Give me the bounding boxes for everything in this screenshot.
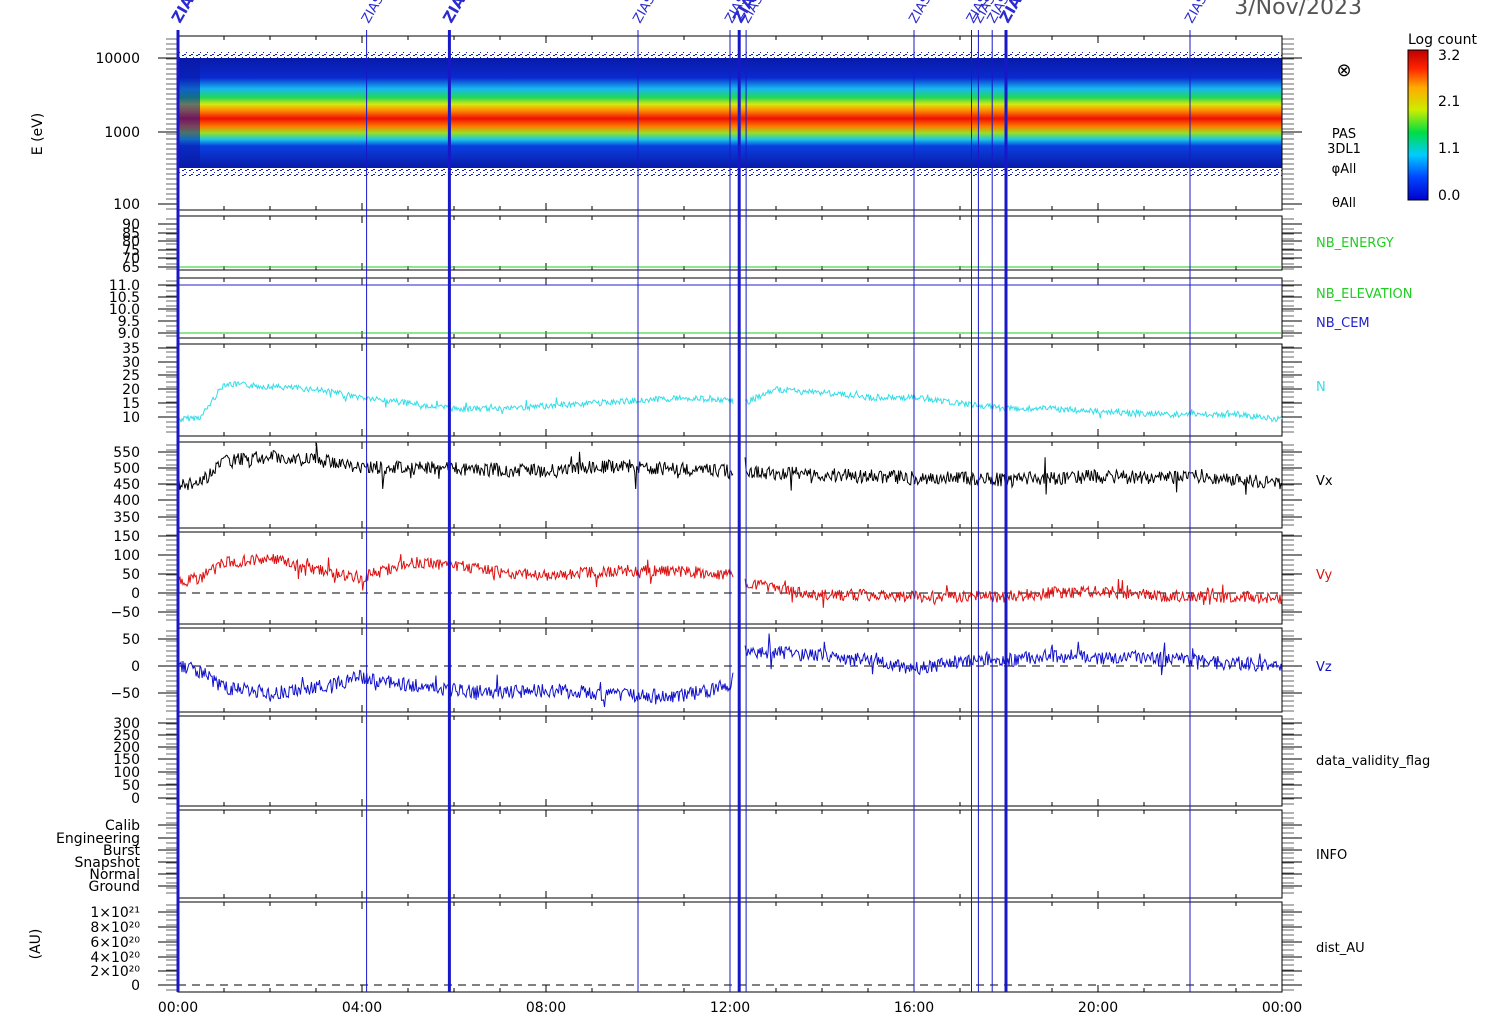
y-tick-label-spectrogram: 10000 [95,51,140,67]
colorbar-tick: 1.1 [1438,141,1460,157]
y-tick-label-vy: 100 [113,548,140,564]
y-tick-label-nb_energy: 80 [122,234,140,250]
direction-symbol: ⊗ [1336,60,1351,81]
plot-date: 3/Nov/2023 [1234,0,1362,20]
x-tick-label: 12:00 [710,1000,750,1016]
spectrogram-label-3dl1: 3DL1 [1327,142,1361,157]
nb-cem-label: NB_CEM [1316,316,1370,331]
y-tick-label-info: Engineering [56,831,140,847]
colorbar-tick: 3.2 [1438,48,1460,64]
y-tick-label-vy: −50 [110,605,140,621]
y-tick-label-flag: 250 [113,728,140,744]
y-tick-label-n: 25 [122,368,140,384]
y-tick-label-nb_elev: 10.5 [109,290,140,306]
y-tick-label-flag: 0 [131,791,140,807]
x-tick-label: 16:00 [894,1000,934,1016]
nb-elevation-label: NB_ELEVATION [1316,287,1413,302]
colorbar-tick: 2.1 [1438,94,1460,110]
y-tick-label-info: Snapshot [75,855,141,871]
y-tick-label-spectrogram: 100 [113,197,140,213]
spectrogram-label-theta: θAll [1332,196,1356,211]
y-tick-label-nb_energy: 90 [122,217,140,233]
data-validity-flag-label: data_validity_flag [1316,754,1430,769]
spectrogram-label-pas: PAS [1332,127,1356,142]
y-tick-label-n: 15 [122,396,140,412]
x-tick-label: 00:00 [1262,1000,1302,1016]
y-tick-label-nb_elev: 9.0 [118,326,140,342]
zias-marker-label: ZIAS [168,0,203,26]
y-tick-label-vx: 450 [113,477,140,493]
trace-vx [177,443,1283,495]
dist-ylabel: (AU) [28,929,44,960]
y-tick-label-n: 10 [122,410,140,426]
y-tick-label-flag: 100 [113,765,140,781]
x-axis: 00:00 04:00 08:00 12:00 16:00 20:00 00:0… [158,1000,1302,1016]
x-tick-label: 20:00 [1078,1000,1118,1016]
y-tick-label-flag: 150 [113,752,140,768]
x-tick-label: 00:00 [158,1000,198,1016]
y-tick-label-dist: 0 [131,978,140,994]
y-tick-label-n: 30 [122,355,140,371]
trace-vy [177,553,1283,608]
y-tick-label-nb_energy: 75 [122,243,140,259]
y-tick-label-flag: 200 [113,740,140,756]
y-tick-label-vx: 500 [113,461,140,477]
zias-marker-label: ZIAS [906,0,934,26]
n-label: N [1316,380,1326,395]
y-tick-label-dist: 2×10²⁰ [90,964,140,980]
y-tick-label-info: Calib [105,818,140,834]
y-tick-label-vx: 550 [113,445,140,461]
colorbar: Log count 3.2 2.1 1.1 0.0 [1407,32,1477,204]
y-tick-label-info: Normal [89,867,140,883]
y-tick-label-nb_elev: 10.0 [109,302,140,318]
trace-n [177,381,1283,424]
zias-marker-label: ZIAS [630,0,658,26]
y-tick-label-vz: 50 [122,632,140,648]
x-tick-label: 04:00 [342,1000,382,1016]
y-tick-label-vy: 0 [131,586,140,602]
nb-energy-label: NB_ENERGY [1316,236,1394,251]
y-tick-label-nb_energy: 85 [122,226,140,242]
y-tick-label-n: 20 [122,382,140,398]
x-tick-label: 08:00 [526,1000,566,1016]
dist-au-label: dist_AU [1316,941,1365,956]
y-tick-label-vx: 350 [113,510,140,526]
y-tick-label-n: 35 [122,341,140,357]
y-tick-label-dist: 1×10²¹ [90,905,140,921]
y-tick-label-flag: 50 [122,778,140,794]
y-tick-label-vz: −50 [110,686,140,702]
info-label: INFO [1316,848,1347,863]
colorbar-title: Log count [1408,32,1477,48]
y-tick-label-vz: 0 [131,659,140,675]
zias-marker-label: ZIAS [359,0,387,26]
y-tick-label-dist: 4×10²⁰ [90,950,140,966]
vz-label: Vz [1316,660,1332,675]
y-tick-label-nb_energy: 65 [122,260,140,276]
y-tick-label-nb_elev: 11.0 [109,278,140,294]
y-tick-label-vy: 50 [122,567,140,583]
vy-label: Vy [1316,568,1333,583]
y-tick-label-spectrogram: 1000 [104,125,140,141]
spectrogram-label-phi: φAll [1332,162,1357,177]
zias-marker-label: ZIAS [439,0,474,26]
y-tick-label-vy: 150 [113,529,140,545]
zias-marker-label: ZIAS [1182,0,1210,26]
y-tick-label-nb_elev: 9.5 [118,314,140,330]
panel-frames: 10000100010090858075706511.010.510.09.59… [56,35,1302,994]
y-tick-label-dist: 8×10²⁰ [90,920,140,936]
y-tick-label-nb_energy: 70 [122,251,140,267]
y-tick-label-info: Ground [89,879,141,895]
vx-label: Vx [1316,474,1333,489]
colorbar-tick: 0.0 [1438,188,1460,204]
y-tick-label-info: Burst [103,843,141,859]
y-tick-label-vx: 400 [113,493,140,509]
y-tick-label-dist: 6×10²⁰ [90,935,140,951]
y-tick-label-flag: 300 [113,716,140,732]
spectrogram-ylabel: E (eV) [30,113,46,155]
trace-vz [177,633,1283,708]
